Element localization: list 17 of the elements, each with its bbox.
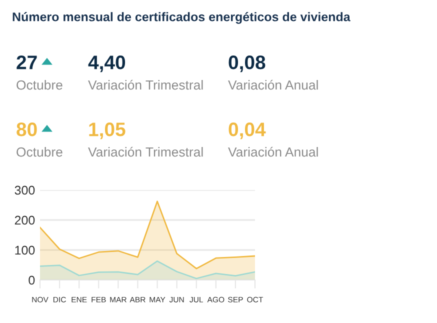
y-tick-label: 200 — [14, 216, 35, 225]
text: Variación Anual — [228, 146, 318, 157]
y-tick-label: 100 — [15, 246, 35, 255]
text: Variación Trimestral — [88, 80, 203, 90]
text: 27 — [16, 56, 37, 70]
text: 4,40 — [88, 56, 126, 72]
text: 0,08 — [228, 56, 266, 72]
text: 1,05 — [89, 122, 126, 140]
text: 80 — [16, 122, 37, 136]
chart-title: Número mensual de certificados energéticos de vivienda — [12, 12, 350, 24]
y-tick-label: 0 — [28, 276, 35, 285]
y-tick-label: 300 — [14, 186, 35, 195]
text: 0,04 — [228, 122, 266, 140]
text: Variación Trimestral — [88, 146, 203, 157]
text: Variación Anual — [228, 80, 318, 90]
text: Octubre — [16, 80, 62, 90]
text: Octubre — [16, 147, 62, 157]
